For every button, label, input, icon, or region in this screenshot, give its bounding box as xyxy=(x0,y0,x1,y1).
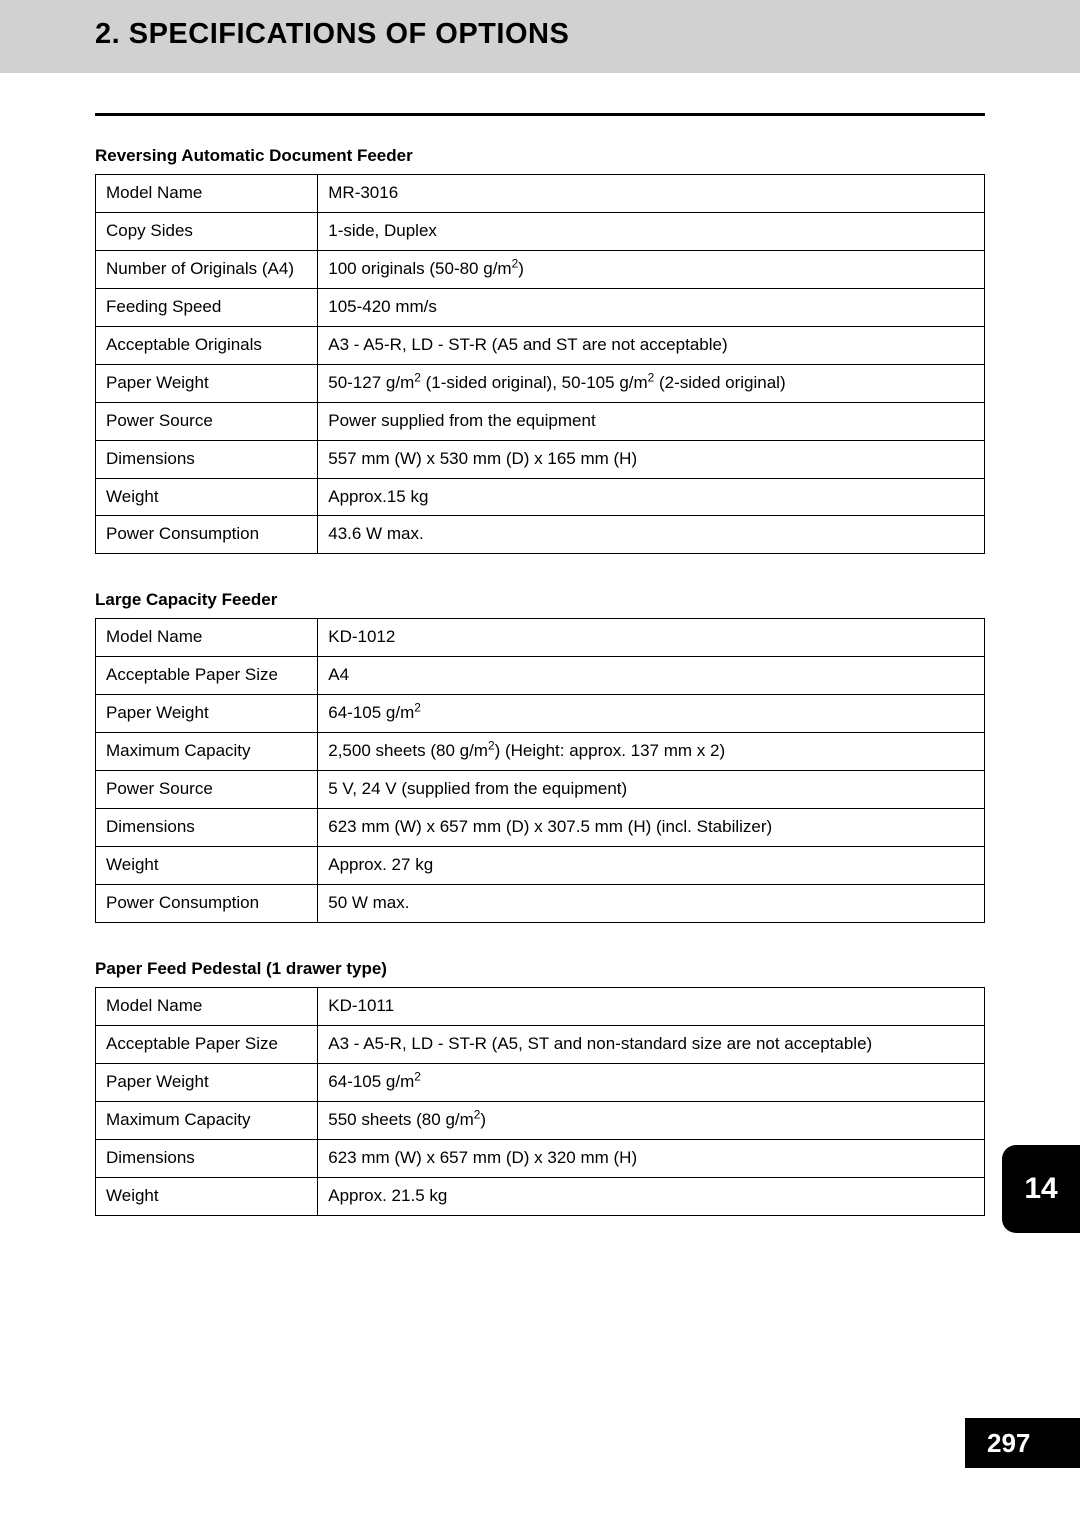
spec-value: 557 mm (W) x 530 mm (D) x 165 mm (H) xyxy=(318,440,985,478)
table-row: Model NameMR-3016 xyxy=(96,175,985,213)
spec-label: Paper Weight xyxy=(96,695,318,733)
spec-value: 64-105 g/m2 xyxy=(318,1063,985,1101)
page-number: 297 xyxy=(965,1418,1080,1468)
table-row: Number of Originals (A4)100 originals (5… xyxy=(96,250,985,288)
spec-label: Maximum Capacity xyxy=(96,1101,318,1139)
spec-table: Model NameKD-1011Acceptable Paper SizeA3… xyxy=(95,987,985,1216)
table-row: Maximum Capacity2,500 sheets (80 g/m2) (… xyxy=(96,733,985,771)
table-row: Acceptable Paper SizeA3 - A5-R, LD - ST-… xyxy=(96,1025,985,1063)
spec-label: Dimensions xyxy=(96,440,318,478)
spec-value: 43.6 W max. xyxy=(318,516,985,554)
spec-label: Model Name xyxy=(96,619,318,657)
section-title: Paper Feed Pedestal (1 drawer type) xyxy=(95,959,985,979)
table-row: Copy Sides1-side, Duplex xyxy=(96,212,985,250)
spec-label: Power Source xyxy=(96,771,318,809)
spec-label: Power Consumption xyxy=(96,516,318,554)
spec-label: Feeding Speed xyxy=(96,288,318,326)
spec-value: 2,500 sheets (80 g/m2) (Height: approx. … xyxy=(318,733,985,771)
spec-label: Paper Weight xyxy=(96,1063,318,1101)
spec-table: Model NameMR-3016Copy Sides1-side, Duple… xyxy=(95,174,985,554)
spec-label: Dimensions xyxy=(96,809,318,847)
divider-rule xyxy=(95,113,985,116)
spec-value: 623 mm (W) x 657 mm (D) x 320 mm (H) xyxy=(318,1139,985,1177)
spec-value: 550 sheets (80 g/m2) xyxy=(318,1101,985,1139)
spec-value: A3 - A5-R, LD - ST-R (A5, ST and non-sta… xyxy=(318,1025,985,1063)
content-area: Reversing Automatic Document Feeder Model… xyxy=(0,73,1080,1216)
spec-value: A4 xyxy=(318,657,985,695)
spec-value: A3 - A5-R, LD - ST-R (A5 and ST are not … xyxy=(318,326,985,364)
page-title: 2. SPECIFICATIONS OF OPTIONS xyxy=(95,18,1080,51)
spec-label: Weight xyxy=(96,478,318,516)
spec-value: Power supplied from the equipment xyxy=(318,402,985,440)
table-row: Acceptable OriginalsA3 - A5-R, LD - ST-R… xyxy=(96,326,985,364)
spec-label: Acceptable Paper Size xyxy=(96,657,318,695)
table-row: Acceptable Paper SizeA4 xyxy=(96,657,985,695)
table-row: Power Consumption50 W max. xyxy=(96,884,985,922)
spec-value: 50 W max. xyxy=(318,884,985,922)
spec-label: Acceptable Originals xyxy=(96,326,318,364)
spec-value: 1-side, Duplex xyxy=(318,212,985,250)
spec-value: KD-1011 xyxy=(318,987,985,1025)
table-row: Power Source5 V, 24 V (supplied from the… xyxy=(96,771,985,809)
table-row: Paper Weight50-127 g/m2 (1-sided origina… xyxy=(96,364,985,402)
table-row: Maximum Capacity550 sheets (80 g/m2) xyxy=(96,1101,985,1139)
spec-label: Copy Sides xyxy=(96,212,318,250)
table-row: Feeding Speed105-420 mm/s xyxy=(96,288,985,326)
chapter-tab: 14 xyxy=(1002,1145,1080,1233)
spec-value: Approx.15 kg xyxy=(318,478,985,516)
spec-value: 5 V, 24 V (supplied from the equipment) xyxy=(318,771,985,809)
spec-label: Weight xyxy=(96,1177,318,1215)
table-row: Paper Weight64-105 g/m2 xyxy=(96,1063,985,1101)
table-row: Model NameKD-1012 xyxy=(96,619,985,657)
table-row: WeightApprox. 21.5 kg xyxy=(96,1177,985,1215)
spec-value: 100 originals (50-80 g/m2) xyxy=(318,250,985,288)
header-band: 2. SPECIFICATIONS OF OPTIONS xyxy=(0,0,1080,73)
sections-container: Reversing Automatic Document Feeder Model… xyxy=(95,146,985,1216)
section-title: Large Capacity Feeder xyxy=(95,590,985,610)
table-row: Model NameKD-1011 xyxy=(96,987,985,1025)
section-title: Reversing Automatic Document Feeder xyxy=(95,146,985,166)
spec-label: Power Source xyxy=(96,402,318,440)
table-row: Dimensions623 mm (W) x 657 mm (D) x 320 … xyxy=(96,1139,985,1177)
table-row: Dimensions623 mm (W) x 657 mm (D) x 307.… xyxy=(96,809,985,847)
spec-label: Weight xyxy=(96,847,318,885)
spec-table: Model NameKD-1012Acceptable Paper SizeA4… xyxy=(95,618,985,923)
table-row: Dimensions557 mm (W) x 530 mm (D) x 165 … xyxy=(96,440,985,478)
spec-value: MR-3016 xyxy=(318,175,985,213)
table-row: WeightApprox. 27 kg xyxy=(96,847,985,885)
spec-value: Approx. 27 kg xyxy=(318,847,985,885)
spec-value: 50-127 g/m2 (1-sided original), 50-105 g… xyxy=(318,364,985,402)
spec-value: 105-420 mm/s xyxy=(318,288,985,326)
spec-label: Dimensions xyxy=(96,1139,318,1177)
spec-value: 64-105 g/m2 xyxy=(318,695,985,733)
spec-label: Power Consumption xyxy=(96,884,318,922)
spec-label: Paper Weight xyxy=(96,364,318,402)
spec-value: KD-1012 xyxy=(318,619,985,657)
spec-label: Acceptable Paper Size xyxy=(96,1025,318,1063)
table-row: Power SourcePower supplied from the equi… xyxy=(96,402,985,440)
spec-label: Model Name xyxy=(96,987,318,1025)
spec-label: Maximum Capacity xyxy=(96,733,318,771)
spec-label: Number of Originals (A4) xyxy=(96,250,318,288)
table-row: Paper Weight64-105 g/m2 xyxy=(96,695,985,733)
spec-value: Approx. 21.5 kg xyxy=(318,1177,985,1215)
spec-value: 623 mm (W) x 657 mm (D) x 307.5 mm (H) (… xyxy=(318,809,985,847)
spec-label: Model Name xyxy=(96,175,318,213)
table-row: WeightApprox.15 kg xyxy=(96,478,985,516)
table-row: Power Consumption43.6 W max. xyxy=(96,516,985,554)
